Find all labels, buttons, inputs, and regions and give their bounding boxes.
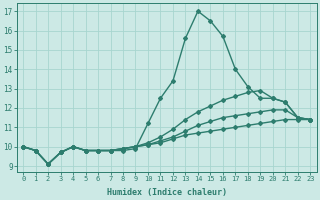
X-axis label: Humidex (Indice chaleur): Humidex (Indice chaleur)	[107, 188, 227, 197]
